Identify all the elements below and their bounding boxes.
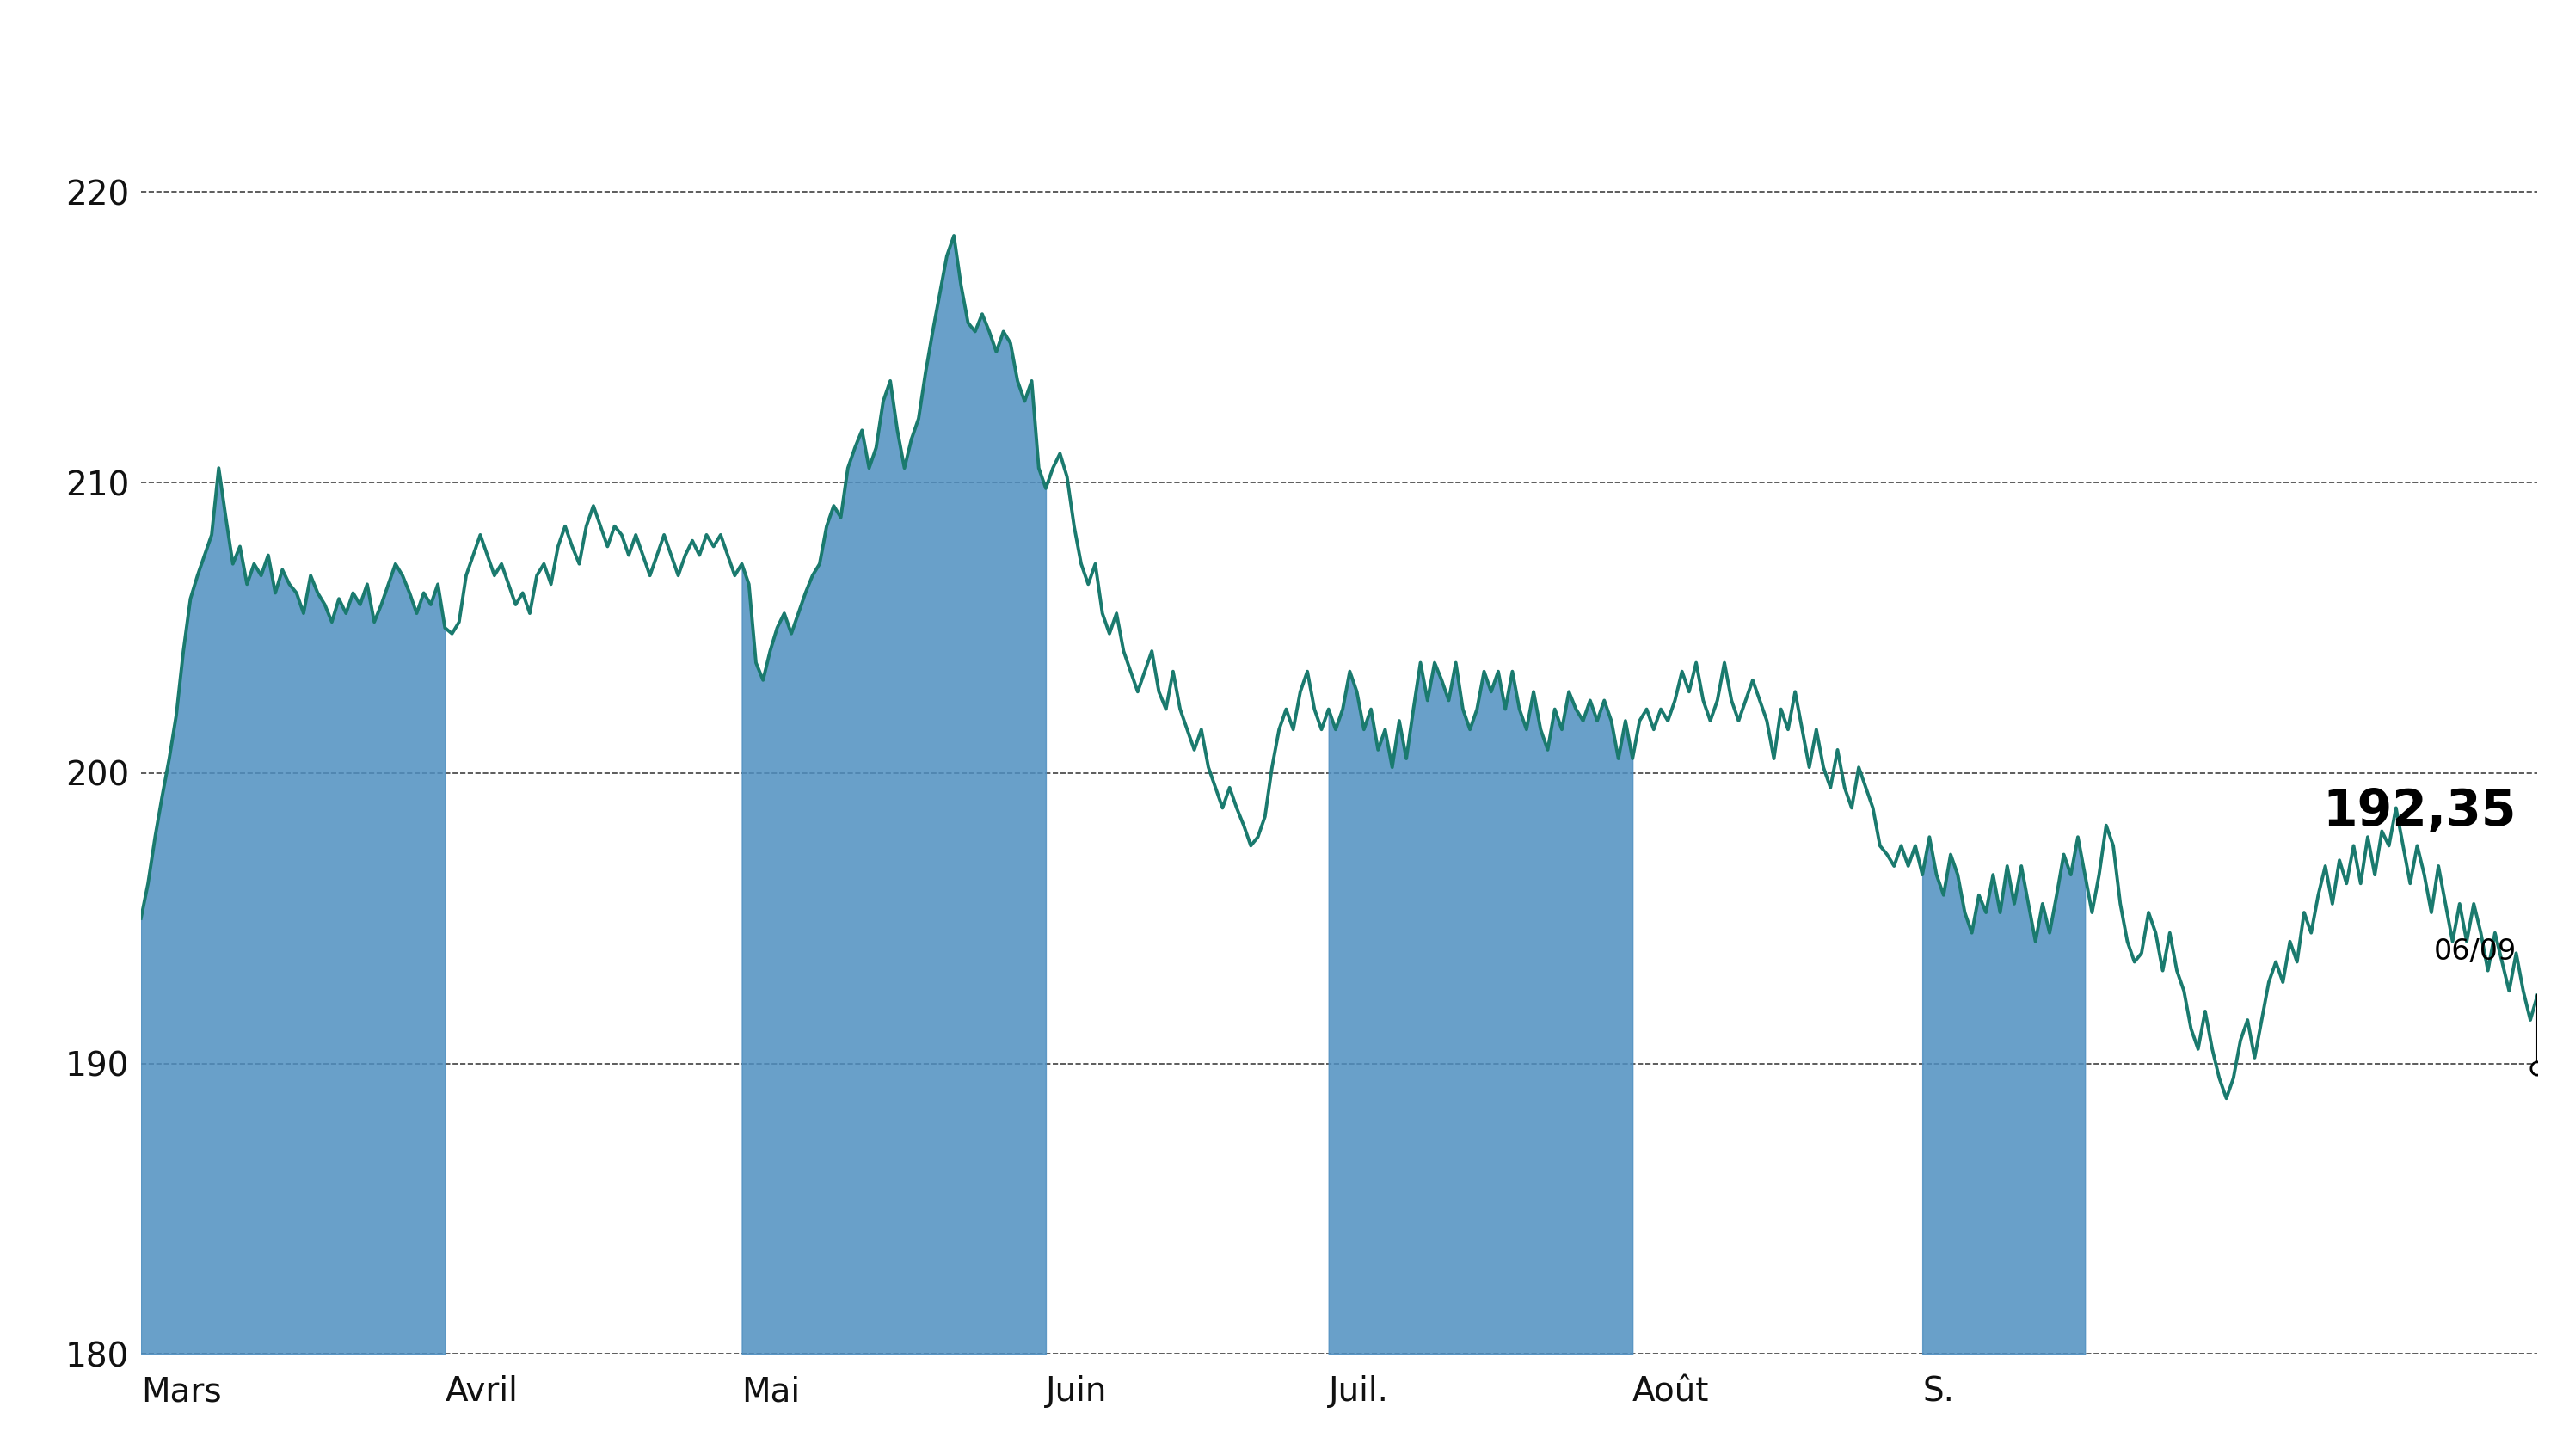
- Text: 06/09: 06/09: [2432, 938, 2517, 965]
- Text: SAFRAN: SAFRAN: [1112, 16, 1451, 89]
- Text: 192,35: 192,35: [2322, 786, 2517, 836]
